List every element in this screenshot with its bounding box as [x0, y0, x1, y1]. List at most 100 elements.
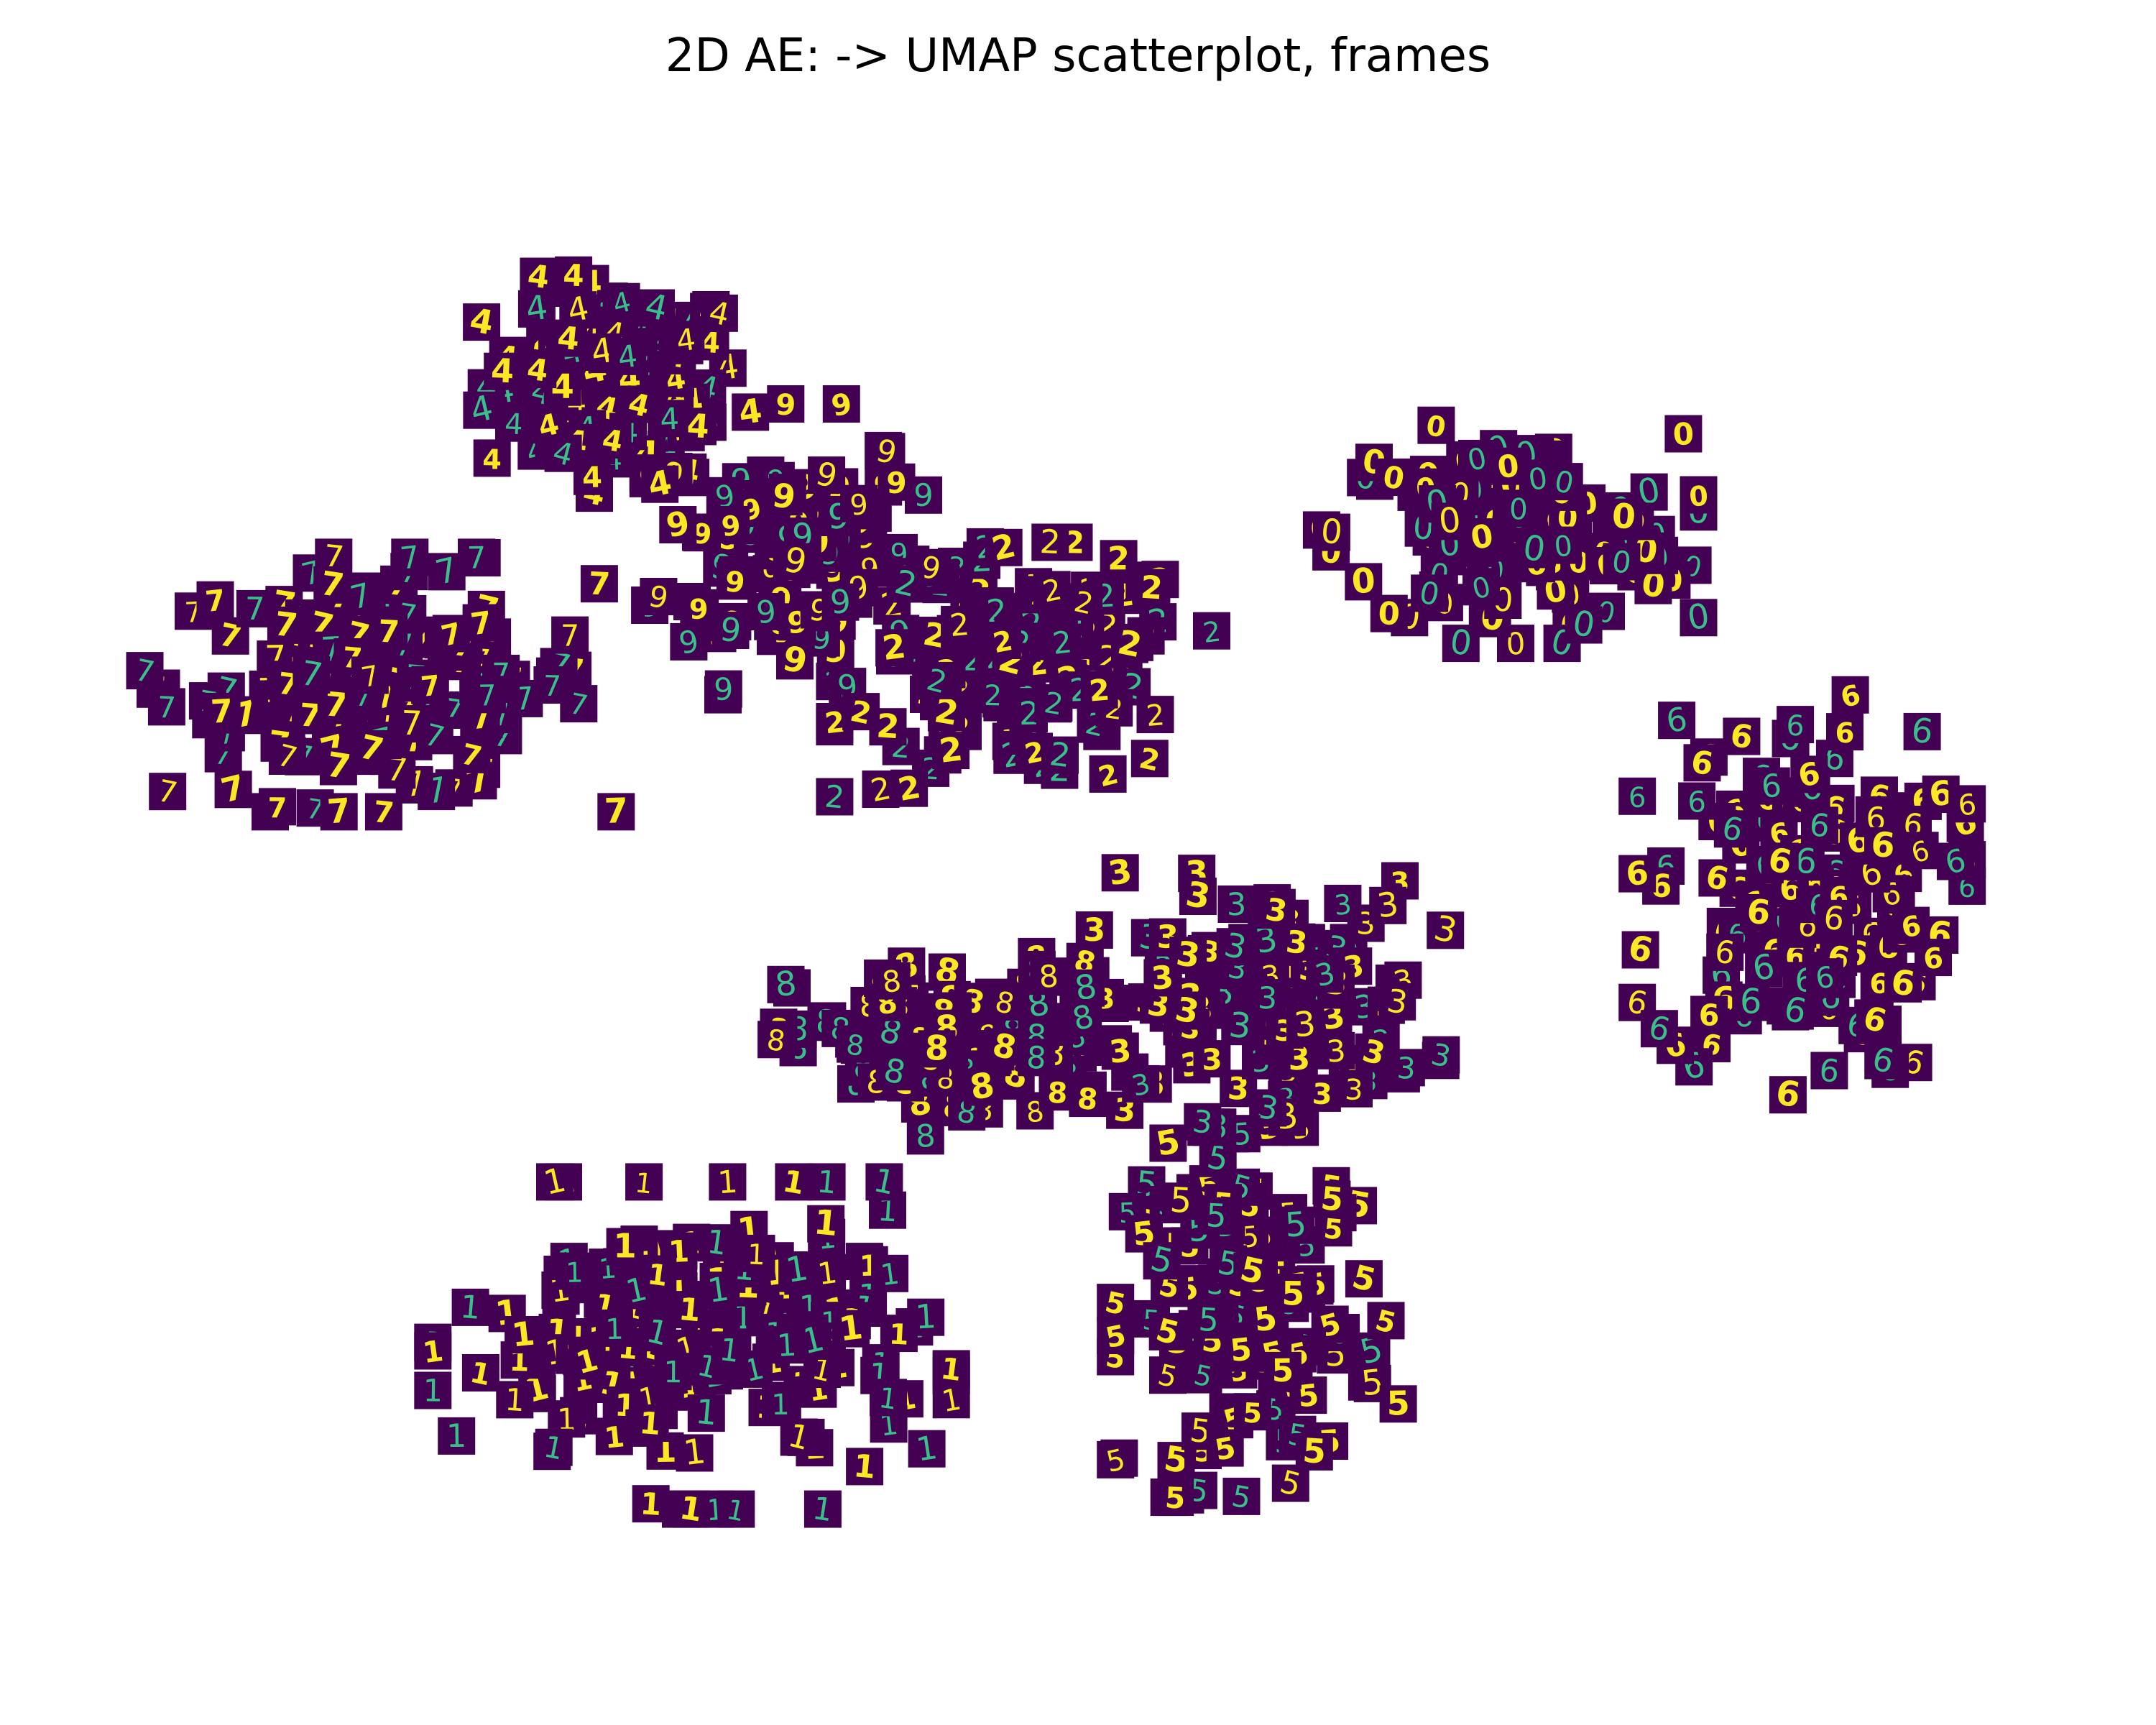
digit-glyph: 2 — [1139, 569, 1164, 607]
digit-glyph: 5 — [1386, 1384, 1410, 1423]
digit-thumbnail-point: 1 — [808, 1163, 846, 1202]
digit-thumbnail-point: 3 — [1427, 908, 1465, 952]
digit-glyph: 0 — [1496, 448, 1521, 486]
digit-thumbnail-point: 9 — [659, 503, 697, 546]
digit-thumbnail-point: 5 — [1149, 1121, 1187, 1164]
digit-glyph: 1 — [613, 1227, 637, 1266]
digit-glyph: 2 — [1088, 673, 1111, 709]
digit-thumbnail-point: 1 — [639, 1255, 677, 1293]
digit-thumbnail-point: 2 — [1136, 696, 1174, 734]
digit-thumbnail-point: 3 — [1335, 1070, 1373, 1108]
digit-thumbnail-point: 2 — [1110, 622, 1148, 665]
digit-glyph: 0 — [1437, 500, 1463, 542]
digit-glyph: 5 — [1243, 1397, 1263, 1430]
digit-glyph: 1 — [605, 1313, 624, 1347]
digit-thumbnail-point: 7 — [320, 791, 358, 832]
digit-thumbnail-point: 6 — [1769, 1073, 1807, 1116]
digit-thumbnail-point: 8 — [767, 963, 805, 1004]
digit-glyph: 1 — [663, 1355, 683, 1389]
digit-thumbnail-point: 9 — [867, 433, 906, 472]
digit-thumbnail-point: 7 — [259, 788, 296, 826]
digit-thumbnail-point: 7 — [468, 676, 506, 714]
digit-glyph: 7 — [326, 791, 352, 832]
digit-thumbnail-point: 1 — [461, 1354, 499, 1392]
digit-thumbnail-point: 7 — [313, 564, 351, 605]
digit-thumbnail-point: 6 — [1745, 947, 1783, 989]
digit-glyph: 5 — [1281, 1274, 1304, 1312]
digit-glyph: 8 — [924, 1029, 949, 1069]
digit-thumbnail-point: 4 — [602, 282, 640, 321]
digit-thumbnail-point: 2 — [1130, 740, 1169, 778]
digit-glyph: 4 — [482, 444, 502, 477]
digit-glyph: 6 — [1624, 854, 1651, 893]
digit-thumbnail-point: 7 — [597, 791, 635, 832]
digit-thumbnail-point: 9 — [822, 385, 860, 423]
digit-glyph: 8 — [1047, 1077, 1069, 1110]
digit-glyph: 5 — [1284, 1205, 1307, 1246]
digit-thumbnail-point: 4 — [620, 385, 658, 424]
digit-thumbnail-point: 1 — [807, 1202, 845, 1244]
digit-thumbnail-point: 8 — [837, 1025, 875, 1063]
digit-thumbnail-point: 4 — [463, 388, 501, 432]
digit-thumbnail-point: 5 — [1189, 1301, 1227, 1339]
digit-thumbnail-point: 2 — [816, 778, 854, 816]
digit-thumbnail-point: 1 — [606, 1227, 644, 1266]
digit-glyph: 5 — [1164, 1481, 1186, 1516]
digit-thumbnail-point: 3 — [1258, 891, 1296, 930]
digit-thumbnail-point: 9 — [680, 589, 718, 627]
digit-glyph: 7 — [157, 690, 177, 725]
digit-thumbnail-point: 5 — [1206, 1429, 1244, 1468]
digit-thumbnail-point: 3 — [1168, 989, 1206, 1031]
digit-thumbnail-point: 1 — [737, 1234, 775, 1272]
digit-thumbnail-point: 5 — [1295, 1431, 1333, 1471]
digit-thumbnail-point: 6 — [1739, 892, 1777, 933]
digit-glyph: 1 — [816, 1164, 839, 1201]
digit-glyph: 6 — [1760, 768, 1783, 806]
digit-thumbnail-point: 6 — [1790, 755, 1828, 795]
digit-thumbnail-point: 7 — [352, 727, 390, 770]
digit-glyph: 1 — [747, 1238, 766, 1271]
digit-thumbnail-point: 3 — [1179, 875, 1217, 917]
digit-glyph: 0 — [1611, 497, 1636, 538]
digit-glyph: 5 — [1169, 1180, 1193, 1221]
thumbnail-frame — [846, 1448, 884, 1486]
digit-thumbnail-point: 9 — [776, 540, 814, 583]
digit-thumbnail-point: 1 — [846, 1448, 884, 1486]
digit-thumbnail-point: 6 — [1621, 928, 1659, 971]
digit-glyph: 7 — [245, 592, 265, 627]
digit-thumbnail-point: 1 — [505, 1314, 543, 1355]
digit-thumbnail-point: 4 — [473, 439, 511, 477]
digit-thumbnail-point: 2 — [890, 768, 929, 809]
digit-thumbnail-point: 0 — [1515, 528, 1553, 571]
digit-thumbnail-point: 0 — [1545, 463, 1583, 501]
digit-glyph: 4 — [490, 351, 515, 390]
digit-thumbnail-point: 2 — [983, 622, 1021, 660]
digit-glyph: 6 — [1818, 1052, 1841, 1090]
digit-thumbnail-point: 6 — [1831, 676, 1869, 714]
digit-thumbnail-point: 6 — [1723, 717, 1761, 757]
digit-thumbnail-point: 7 — [147, 688, 185, 726]
digit-thumbnail-point: 1 — [803, 1490, 842, 1529]
digit-thumbnail-point: 0 — [1463, 518, 1501, 557]
digit-thumbnail-point: 3 — [1317, 1031, 1355, 1070]
digit-glyph: 3 — [1312, 1077, 1333, 1111]
digit-glyph: 5 — [1205, 1197, 1227, 1235]
digit-thumbnail-point: 8 — [757, 1021, 796, 1059]
digit-thumbnail-point: 2 — [1080, 671, 1118, 709]
digit-glyph: 9 — [829, 582, 852, 622]
digit-glyph: 7 — [419, 669, 442, 704]
digit-thumbnail-point: 3 — [1324, 885, 1362, 922]
digit-thumbnail-point: 9 — [808, 455, 846, 496]
digit-glyph: 7 — [203, 584, 227, 619]
digit-thumbnail-point: 9 — [776, 639, 814, 682]
digit-thumbnail-point: 4 — [609, 337, 647, 376]
digit-thumbnail-point: 0 — [1417, 406, 1455, 444]
digit-thumbnail-point: 5 — [1313, 1180, 1351, 1219]
digit-glyph: 0 — [1319, 512, 1345, 553]
digit-thumbnail-point: 9 — [840, 484, 878, 523]
digit-glyph: 1 — [914, 1297, 937, 1337]
digit-glyph: 0 — [1509, 492, 1528, 526]
digit-glyph: 1 — [446, 1417, 467, 1455]
digit-thumbnail-point: 0 — [1375, 459, 1413, 497]
digit-thumbnail-point: 8 — [1038, 1073, 1077, 1111]
